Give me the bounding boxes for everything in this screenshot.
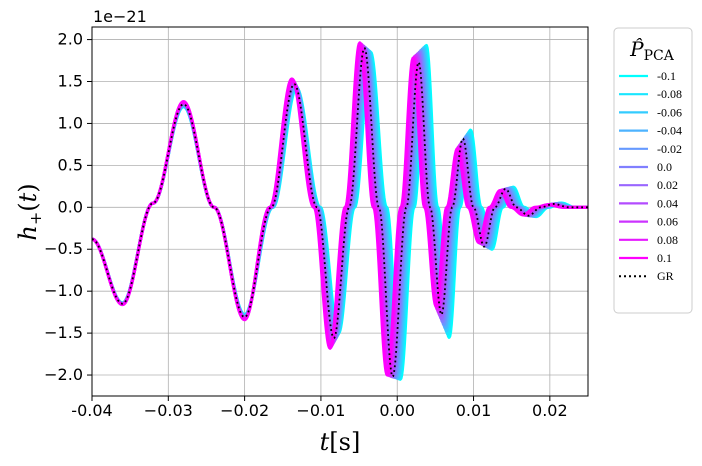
y-tick-label: −1.0 xyxy=(44,281,83,300)
y-ticks: 2.0 1.5 1.0 0.5 0.0 −0.5 −1.0 −1.5 −2.0 xyxy=(44,30,92,384)
legend-entry-label: 0.08 xyxy=(657,233,678,247)
legend: P̂PCA -0.1 -0.08 -0.06 -0.04 -0.02 0.0 0.02 0.0… xyxy=(613,27,693,314)
x-tick-label: −0.01 xyxy=(296,401,345,420)
x-tick-label: −0.03 xyxy=(144,401,193,420)
y-axis-label: h+(t) xyxy=(14,183,45,240)
x-ticks: -0.04 −0.03 −0.02 −0.01 0.00 0.01 0.02 xyxy=(71,396,568,420)
x-tick-label: 0.02 xyxy=(532,401,568,420)
legend-entry-label: -0.02 xyxy=(657,142,682,156)
plot-frame xyxy=(91,26,589,397)
legend-entry-label: -0.1 xyxy=(657,69,676,83)
x-tick-label: 0.01 xyxy=(456,401,492,420)
legend-entries: -0.1 -0.08 -0.06 -0.04 -0.02 0.0 0.02 0.04 0.06 0… xyxy=(619,69,682,283)
y-tick-label: 2.0 xyxy=(58,30,83,49)
y-offset-label: 1e−21 xyxy=(93,7,147,26)
x-tick-label: 0.00 xyxy=(379,401,415,420)
series-line-0.1 xyxy=(91,41,589,377)
legend-entry-label: 0.1 xyxy=(657,251,672,265)
legend-entry-label: -0.06 xyxy=(657,105,682,119)
y-tick-label: 0.5 xyxy=(58,155,83,174)
y-tick-label: 1.0 xyxy=(58,113,83,132)
legend-frame xyxy=(613,27,693,314)
y-tick-label: −1.5 xyxy=(44,323,83,342)
legend-entry-label: 0.06 xyxy=(657,215,678,229)
legend-entry-label: -0.08 xyxy=(657,87,682,101)
series-line--0.04 xyxy=(91,47,589,380)
waveform-series xyxy=(91,41,589,381)
x-axis-label: t[s] xyxy=(320,428,361,456)
x-tick-label: -0.04 xyxy=(71,401,112,420)
x-tick-label: −0.02 xyxy=(220,401,269,420)
grid-lines xyxy=(91,27,588,396)
legend-entry-label: GR xyxy=(657,269,674,283)
y-tick-label: 1.5 xyxy=(58,72,83,91)
legend-entry-label: 0.0 xyxy=(657,160,672,174)
legend-entry-label: 0.04 xyxy=(657,196,678,210)
legend-title: P̂PCA xyxy=(629,37,675,64)
series-line-GR xyxy=(91,47,588,378)
y-tick-label: −2.0 xyxy=(44,365,83,384)
y-tick-label: −0.5 xyxy=(44,239,83,258)
legend-entry-label: -0.04 xyxy=(657,124,682,138)
legend-entry-label: 0.02 xyxy=(657,178,678,192)
y-tick-label: 0.0 xyxy=(58,197,83,216)
